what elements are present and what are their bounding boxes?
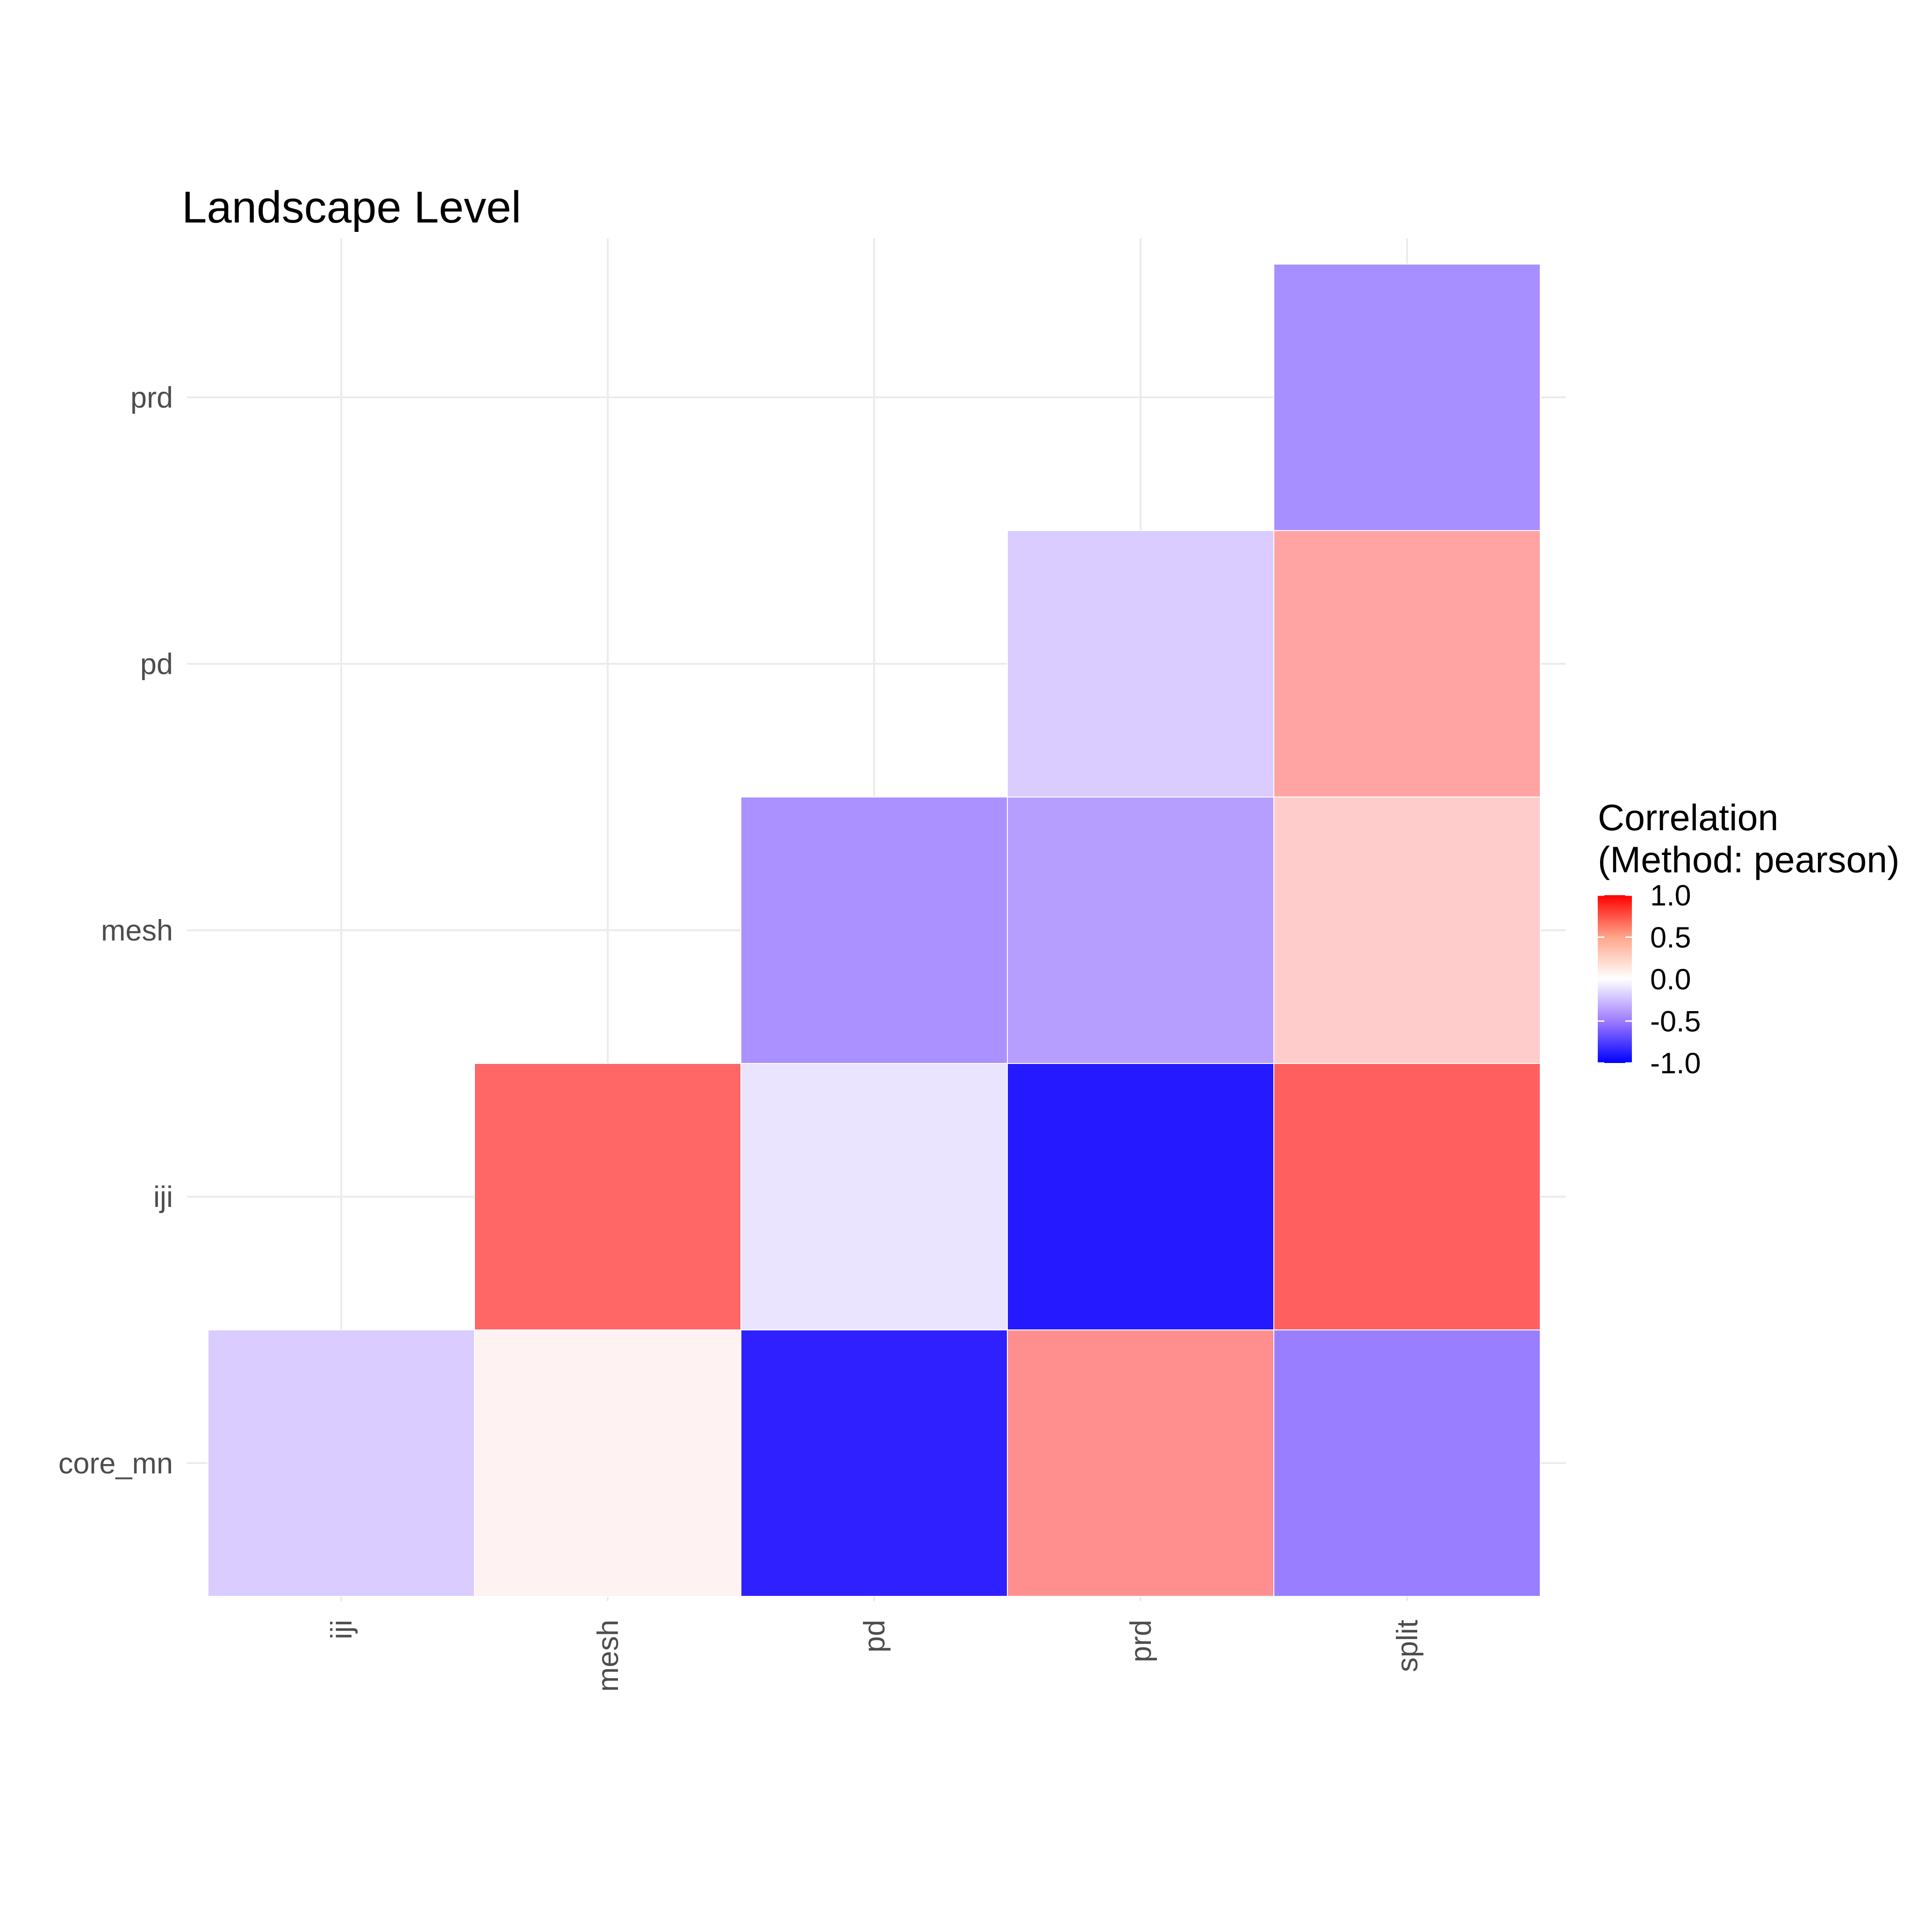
legend-ticks: 1.0 0.5 0.0 -0.5 -1.0: [1598, 879, 1701, 1080]
legend-label: -0.5: [1650, 1005, 1701, 1038]
x-tick-label-split: split: [1391, 1620, 1424, 1673]
heatmap-cells: [208, 264, 1541, 1597]
heatmap-cell-prd-core_mn: [1007, 1329, 1274, 1597]
heatmap-cell-mesh-core_mn: [474, 1329, 741, 1597]
heatmap-cell-split-mesh: [1273, 797, 1541, 1064]
legend-label: 0.5: [1650, 921, 1691, 954]
heatmap-cell-mesh-iji: [474, 1063, 741, 1330]
heatmap-cell-iji-core_mn: [208, 1329, 475, 1597]
heatmap-cell-split-iji: [1273, 1063, 1541, 1330]
heatmap-cell-prd-iji: [1007, 1063, 1274, 1330]
legend: Correlation (Method: pearson) 1.0 0.5 0.0 -…: [1598, 797, 1900, 1080]
y-tick-label-prd: prd: [130, 381, 173, 414]
heatmap-cell-pd-mesh: [740, 797, 1008, 1064]
heatmap-cell-split-pd: [1273, 530, 1541, 797]
y-tick-label-mesh: mesh: [101, 914, 173, 947]
heatmap-cell-split-prd: [1273, 264, 1541, 531]
chart-title: Landscape Level: [182, 182, 521, 232]
legend-title-line-1: Correlation: [1598, 797, 1778, 838]
heatmap-cell-pd-iji: [740, 1063, 1008, 1330]
heatmap-cell-pd-core_mn: [740, 1329, 1008, 1597]
x-tick-label-prd: prd: [1125, 1620, 1157, 1662]
heatmap-cell-split-core_mn: [1273, 1329, 1541, 1597]
y-axis-tick-labels: core_mn iji mesh pd prd: [58, 381, 173, 1480]
heatmap-cell-prd-pd: [1007, 530, 1274, 797]
x-axis-tick-labels: iji mesh pd prd split: [325, 1620, 1424, 1692]
y-tick-label-core_mn: core_mn: [58, 1447, 173, 1480]
x-tick-label-mesh: mesh: [592, 1620, 625, 1692]
legend-title-line-2: (Method: pearson): [1598, 839, 1900, 880]
legend-label: 1.0: [1650, 879, 1691, 912]
x-tick-label-iji: iji: [325, 1620, 358, 1639]
x-tick-label-pd: pd: [858, 1620, 891, 1652]
legend-label: 0.0: [1650, 963, 1691, 996]
legend-label: -1.0: [1650, 1047, 1701, 1080]
heatmap-cell-prd-mesh: [1007, 797, 1274, 1064]
y-tick-label-pd: pd: [140, 648, 173, 681]
y-tick-label-iji: iji: [153, 1181, 173, 1214]
